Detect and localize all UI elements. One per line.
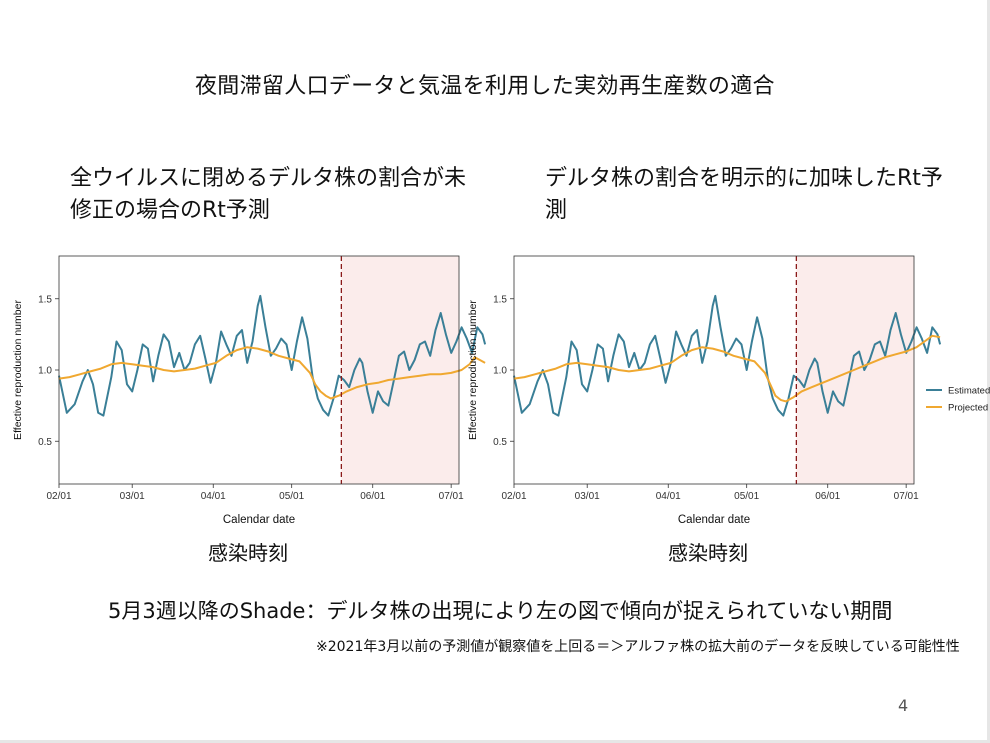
chart-2: 0.5 1.0 1.5 02/01 03/01 04/01 05/01 06/01 07/01 C…	[467, 255, 990, 526]
x-tick-label: 04/01	[656, 491, 681, 502]
x-tick-label: 06/01	[815, 491, 840, 502]
y-tick-label: 1.5	[493, 294, 507, 305]
x-axis-label: Calendar date	[223, 514, 295, 526]
y-axis-label: Effective reproduction number	[12, 300, 24, 440]
y-tick-label: 0.5	[38, 437, 52, 448]
y-axis-label: Effective reproduction number	[467, 300, 479, 440]
chart-1: 0.5 1.0 1.5 02/01 03/01 04/01 05/01 06/01 07/01 C…	[12, 255, 487, 526]
legend-label-projected: Projected	[948, 403, 988, 414]
x-axis-label: Calendar date	[678, 514, 750, 526]
right-axis-caption: 感染時刻	[668, 541, 748, 565]
left-axis-caption: 感染時刻	[208, 541, 288, 565]
shade-region	[341, 256, 459, 484]
legend-label-estimated: Estimated	[948, 386, 990, 397]
x-tick-label: 07/01	[439, 491, 464, 502]
footnote: ※2021年3月以前の予測値が観察値を上回る＝＞アルファ株の拡大前のデータを反映…	[316, 639, 960, 655]
y-tick-label: 0.5	[493, 437, 507, 448]
x-tick-label: 05/01	[734, 491, 759, 502]
x-tick-label: 03/01	[575, 491, 600, 502]
slide-title: 夜間滞留人口データと気温を利用した実効再生産数の適合	[195, 74, 775, 99]
x-tick-label: 02/01	[46, 491, 71, 502]
page-number: 4	[898, 696, 909, 715]
x-tick-label: 02/01	[501, 491, 526, 502]
x-tick-label: 06/01	[360, 491, 385, 502]
left-panel-heading: 全ウイルスに閉めるデルタ株の割合が未修正の場合のRt予測	[70, 166, 467, 223]
series-line-projected	[513, 334, 941, 403]
x-tick-label: 07/01	[894, 491, 919, 502]
series-line-estimated	[58, 294, 487, 417]
y-tick-label: 1.0	[38, 366, 52, 377]
series-line-projected	[58, 346, 486, 400]
y-tick-label: 1.0	[493, 366, 507, 377]
right-panel-heading: デルタ株の割合を明示的に加味したRt予測	[545, 166, 943, 223]
shade-note: 5月3週以降のShade：デルタ株の出現により左の図で傾向が捉えられていない期間	[108, 599, 893, 623]
x-tick-label: 05/01	[279, 491, 304, 502]
x-tick-label: 04/01	[201, 491, 226, 502]
series-line-estimated	[513, 294, 942, 417]
x-tick-label: 03/01	[120, 491, 145, 502]
y-tick-label: 1.5	[38, 294, 52, 305]
slide-edge-bottom	[0, 740, 990, 743]
slide-edge-right	[987, 0, 990, 743]
